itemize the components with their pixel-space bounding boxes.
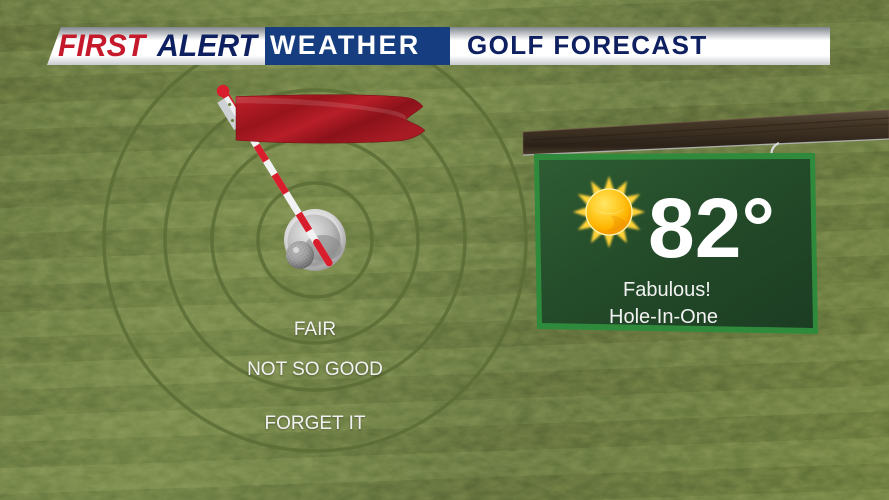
svg-text:Fabulous!: Fabulous! xyxy=(623,279,711,301)
svg-text:82°: 82° xyxy=(648,181,775,275)
svg-text:Hole-In-One: Hole-In-One xyxy=(609,306,718,328)
